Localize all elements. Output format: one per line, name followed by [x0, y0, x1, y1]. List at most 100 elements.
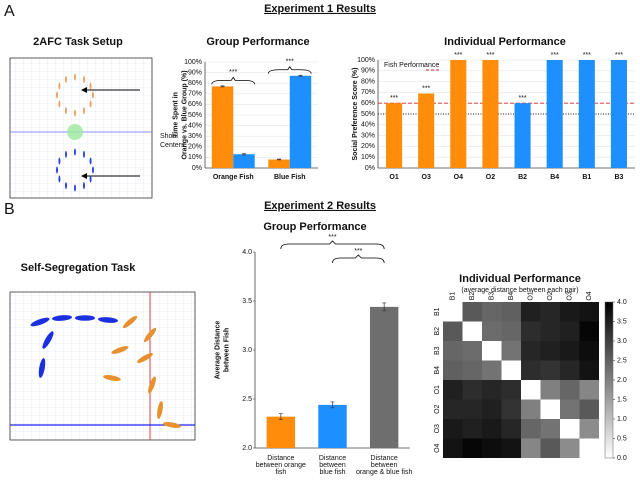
heatmap-cell: [462, 380, 482, 400]
significance-bracket: [211, 76, 256, 85]
diagram-label: Shoal: [160, 133, 178, 140]
row-label: B2: [434, 327, 441, 336]
center-marker: [67, 124, 83, 140]
fish: [137, 352, 153, 364]
fish: [74, 73, 76, 81]
y-tick-label: 30%: [361, 132, 375, 139]
significance-bracket: [267, 66, 312, 74]
fish: [103, 375, 121, 381]
fish: [65, 107, 67, 115]
heatmap-cell: [540, 321, 560, 341]
bar: [266, 416, 296, 448]
fish: [92, 91, 94, 99]
heatmap-cell: [443, 438, 463, 458]
heatmap-cell: [462, 341, 482, 361]
chart-title: Group Performance: [206, 36, 309, 48]
x-tick-label: between orange: [256, 462, 306, 469]
heatmap-cell: [579, 302, 599, 322]
y-tick-label: 30%: [188, 133, 202, 140]
colorbar-tick-label: 1.0: [617, 416, 627, 423]
heatmap-cell: [521, 321, 541, 341]
fish: [157, 401, 163, 419]
heatmap-cell: [540, 419, 560, 439]
fish: [163, 422, 181, 428]
heatmap-cell: [482, 399, 502, 419]
error-bar: [330, 401, 335, 409]
heatmap-cell: [540, 360, 560, 380]
heatmap-cell: [540, 302, 560, 322]
y-tick-label: 3.5: [242, 298, 252, 305]
heatmap-cell: [579, 321, 599, 341]
fish: [83, 182, 85, 190]
x-tick-label: B3: [614, 174, 623, 181]
fish: [143, 327, 157, 343]
significance-label: ***: [229, 69, 237, 76]
y-tick-label: 90%: [361, 68, 375, 75]
heatmap-cell: [521, 302, 541, 322]
heatmap-cell: [501, 321, 521, 341]
y-tick-label: 100%: [357, 57, 375, 64]
colorbar-tick-label: 0.0: [617, 455, 627, 462]
row-label: O3: [434, 424, 441, 433]
row-label: B3: [434, 346, 441, 355]
heatmap-cell: [482, 380, 502, 400]
heatmap-cell: [462, 419, 482, 439]
heatmap-cell: [443, 399, 463, 419]
fish: [52, 315, 72, 321]
heatmap-cell: [579, 419, 599, 439]
y-tick-label: 40%: [361, 122, 375, 129]
significance-label: ***: [615, 52, 623, 59]
diagram-title: Self-Segregation Task: [21, 262, 137, 274]
y-tick-label: 10%: [361, 154, 375, 161]
heatmap-cell: [540, 341, 560, 361]
chart-title: Group Performance: [263, 221, 366, 233]
section-title: Experiment 1 Results: [264, 3, 376, 15]
row-label: B4: [434, 366, 441, 375]
panel-label: A: [4, 3, 15, 20]
error-bar: [277, 158, 282, 161]
x-tick-label: B4: [550, 174, 559, 181]
x-tick-label: O4: [454, 174, 463, 181]
heatmap-cell: [482, 341, 502, 361]
fish: [74, 109, 76, 117]
significance-label: ***: [328, 234, 336, 241]
y-tick-label: 0%: [365, 165, 375, 172]
fish: [83, 107, 85, 115]
x-tick-label: Orange Fish: [213, 174, 254, 181]
fish: [58, 100, 61, 108]
significance-label: ***: [286, 59, 294, 66]
y-tick-label: 60%: [361, 100, 375, 107]
x-tick-label: O2: [486, 174, 495, 181]
fish: [30, 317, 50, 327]
row-label: B1: [434, 307, 441, 316]
bar: [289, 75, 312, 168]
significance-label: ***: [551, 52, 559, 59]
bar: [386, 103, 403, 168]
panel-label: B: [4, 201, 15, 218]
heatmap-cell: [501, 341, 521, 361]
fish: [83, 150, 85, 158]
bar: [369, 306, 399, 448]
heatmap-cell: [560, 341, 580, 361]
x-tick-label: B2: [518, 174, 527, 181]
y-tick-label: 100%: [184, 59, 202, 66]
heatmap-cell: [560, 438, 580, 458]
y-tick-label: 40%: [188, 122, 202, 129]
y-tick-label: 50%: [361, 111, 375, 118]
fish: [58, 157, 61, 165]
heatmap-cell: [443, 419, 463, 439]
fish: [92, 166, 94, 174]
bar: [268, 159, 290, 168]
colorbar: [604, 301, 614, 459]
column-label: O1: [528, 291, 535, 300]
heatmap-cell: [521, 399, 541, 419]
y-tick-label: 60%: [188, 101, 202, 108]
heatmap-cell: [482, 360, 502, 380]
x-tick-label: Distance: [267, 455, 294, 462]
y-tick-label: 70%: [361, 89, 375, 96]
heatmap-cell: [560, 399, 580, 419]
y-axis-label: Orange vs. Blue Group (%): [181, 70, 188, 159]
tank: [9, 291, 196, 441]
column-label: B2: [469, 292, 476, 301]
